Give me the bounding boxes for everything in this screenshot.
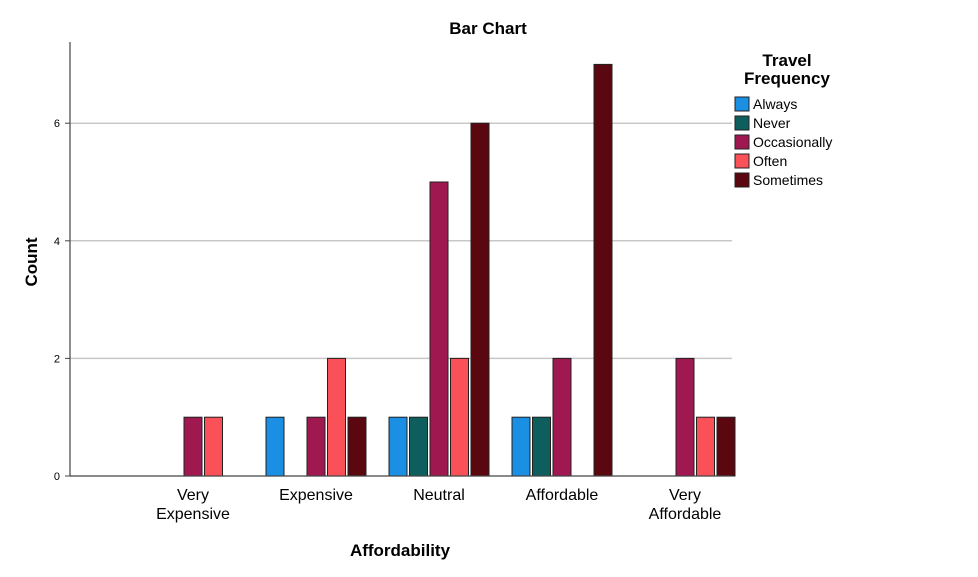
bars [183, 63, 736, 477]
bar-occasionally-very-expensive [183, 416, 203, 477]
chart-title: Bar Chart [449, 19, 527, 38]
y-axis-title: Count [22, 237, 41, 286]
axes [69, 42, 732, 477]
x-axis-title: Affordability [350, 541, 451, 560]
legend-label-sometimes: Sometimes [753, 172, 823, 188]
bar-sometimes-affordable [593, 63, 613, 477]
y-tick-label: 0 [54, 471, 60, 483]
bar-often-expensive [327, 357, 346, 477]
x-axis-ticks: Very Expensive Expensive Neutral Affordable V… [156, 487, 721, 523]
x-tick-label: Affordable [526, 487, 599, 504]
legend-swatch-often [734, 153, 750, 169]
bar-occasionally-very-affordable [675, 357, 695, 477]
legend-swatch-occasionally [734, 134, 750, 150]
x-tick-label: Neutral [413, 487, 465, 504]
bar-occasionally-affordable [552, 357, 572, 477]
legend-label-always: Always [753, 96, 797, 112]
bar-always-neutral [388, 416, 408, 477]
legend: Travel Frequency Always Never Occasionally Of… [734, 51, 832, 188]
legend-title: Travel Frequency [744, 51, 831, 88]
legend-swatch-never [734, 115, 750, 131]
bar-often-very-affordable [696, 416, 715, 477]
y-tick-label: 6 [54, 118, 60, 130]
bar-never-affordable [532, 416, 551, 477]
legend-swatch-always [734, 96, 750, 112]
y-axis-ticks: 0 2 4 6 [54, 118, 70, 483]
bar-sometimes-neutral [470, 122, 490, 477]
bar-often-neutral [450, 357, 469, 477]
bar-sometimes-expensive [347, 416, 367, 477]
y-tick-label: 2 [54, 353, 60, 365]
y-tick-label: 4 [54, 236, 60, 248]
legend-label-often: Often [753, 153, 787, 169]
bar-always-affordable [511, 416, 531, 477]
legend-label-never: Never [753, 115, 791, 131]
legend-swatch-sometimes [734, 172, 750, 188]
gridlines [70, 122, 732, 360]
x-tick-label: Very Expensive [156, 487, 230, 523]
bar-occasionally-neutral [429, 181, 449, 477]
x-tick-label: Very Affordable [649, 487, 722, 523]
legend-label-occasionally: Occasionally [753, 134, 832, 150]
x-tick-label: Expensive [279, 487, 353, 504]
bar-sometimes-very-affordable [716, 416, 736, 477]
bar-occasionally-expensive [306, 416, 326, 477]
bar-often-very-expensive [204, 416, 223, 477]
bar-never-neutral [409, 416, 428, 477]
bar-always-expensive [265, 416, 285, 477]
